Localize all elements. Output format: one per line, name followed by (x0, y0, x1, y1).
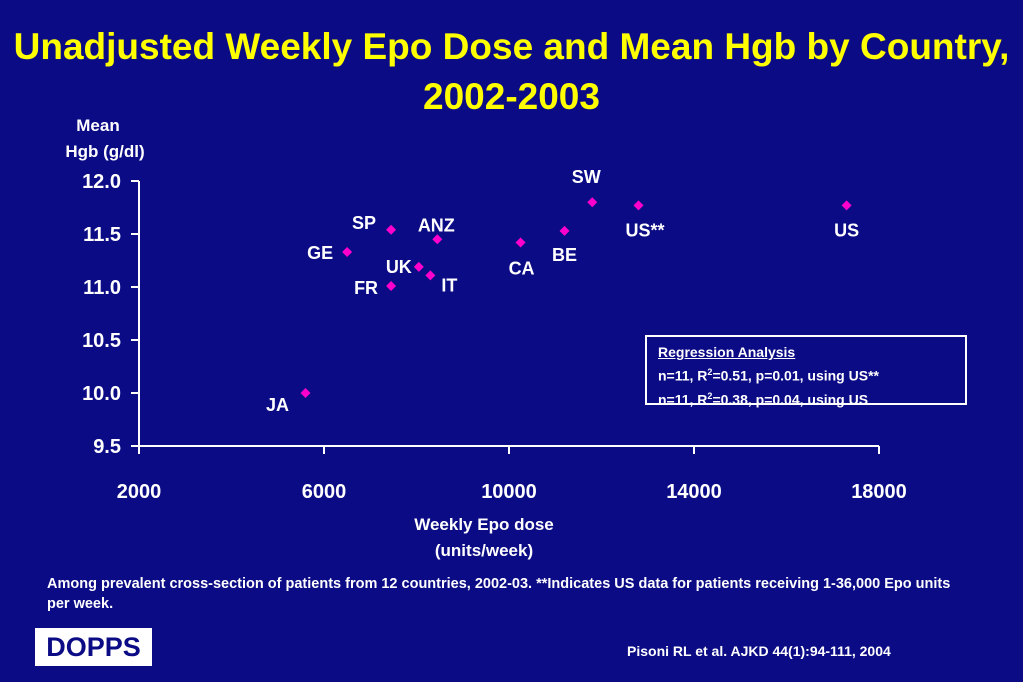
x-tick-label: 6000 (302, 481, 347, 503)
regression-line-1-pre: n=11, R (658, 367, 708, 384)
dopps-logo: DOPPS (35, 628, 152, 666)
data-point-marker (841, 200, 852, 211)
data-point-label: IT (441, 275, 457, 295)
regression-line-1: n=11, R2=0.51, p=0.01, using US** (658, 362, 965, 386)
data-point-label: FR (354, 278, 378, 298)
x-axis-title-line1: Weekly Epo dose (414, 515, 554, 534)
data-point-marker (386, 280, 397, 291)
data-point-label: BE (552, 245, 577, 265)
regression-line-1-post: =0.51, p=0.01, using US** (712, 367, 879, 384)
data-point-label: ANZ (418, 215, 455, 235)
y-tick-label: 11.5 (83, 224, 121, 246)
data-point-label: SP (352, 213, 376, 233)
regression-line-2-sup: 2 (707, 390, 713, 401)
regression-line-1-sup: 2 (707, 367, 713, 377)
data-point-marker (413, 261, 424, 272)
data-point-marker (633, 200, 644, 211)
y-tick-label: 12.0 (82, 171, 121, 193)
x-tick-label: 10000 (481, 481, 537, 503)
x-tick-label: 18000 (851, 481, 907, 503)
data-point-label: UK (386, 257, 412, 277)
y-ticks: 12.0 11.5 11.0 10.5 10.0 9.5 (82, 171, 139, 458)
x-tick-label: 2000 (117, 481, 162, 503)
regression-heading: Regression Analysis (658, 344, 796, 360)
data-point-label: JA (266, 395, 289, 415)
data-point-marker (342, 247, 353, 258)
data-point-label: SW (572, 167, 601, 187)
data-point-label: GE (307, 243, 333, 263)
chart-title: Unadjusted Weekly Epo Dose and Mean Hgb … (13, 26, 1010, 117)
y-axis-title-line1: Mean (76, 116, 119, 135)
y-tick-label: 9.5 (93, 436, 121, 458)
data-point-marker (515, 237, 526, 248)
data-point-marker (432, 234, 443, 245)
data-points: JA GE SP FR UK IT ANZ CA BE SW US** US (266, 167, 859, 415)
regression-line-2-pre: n=11, R (658, 391, 708, 408)
y-tick-label: 10.5 (82, 330, 121, 352)
y-tick-label: 10.0 (82, 383, 121, 405)
y-tick-label: 11.0 (83, 277, 121, 299)
y-axis-title-line2: Hgb (g/dl) (65, 142, 144, 161)
regression-line-2-post: =0.38, p=0.04, using US (712, 391, 869, 408)
data-point-label: CA (509, 258, 535, 278)
x-ticks: 2000 6000 10000 14000 18000 (117, 446, 907, 503)
x-axis-title-line2: (units/week) (435, 541, 533, 560)
regression-line-2: n=11, R2=0.38, p=0.04, using US (658, 386, 965, 410)
data-point-marker (559, 225, 570, 236)
citation: Pisoni RL et al. AJKD 44(1):94-111, 2004 (627, 643, 891, 659)
data-point-marker (425, 270, 436, 281)
data-point-label: US** (626, 220, 665, 240)
data-point-marker (386, 224, 397, 235)
regression-box: Regression Analysis n=11, R2=0.51, p=0.0… (645, 335, 967, 407)
x-tick-label: 14000 (666, 481, 722, 503)
data-point-label: US (834, 220, 859, 240)
data-point-marker (587, 197, 598, 208)
footnote: Among prevalent cross-section of patient… (47, 576, 951, 612)
data-point-marker (300, 388, 311, 398)
